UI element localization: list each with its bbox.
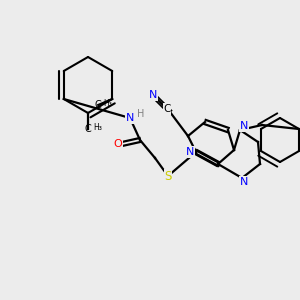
Text: N: N — [149, 90, 157, 100]
Text: S: S — [164, 169, 172, 182]
Text: H₃: H₃ — [93, 122, 102, 131]
Text: N: N — [126, 113, 134, 123]
Text: C: C — [95, 100, 102, 110]
Text: H₃: H₃ — [103, 98, 112, 107]
Text: C: C — [85, 124, 92, 134]
Text: H: H — [137, 109, 144, 119]
Text: O: O — [114, 139, 122, 149]
Text: N: N — [240, 121, 248, 131]
Text: N: N — [240, 177, 248, 187]
Text: C: C — [163, 104, 171, 114]
Text: N: N — [186, 147, 194, 157]
